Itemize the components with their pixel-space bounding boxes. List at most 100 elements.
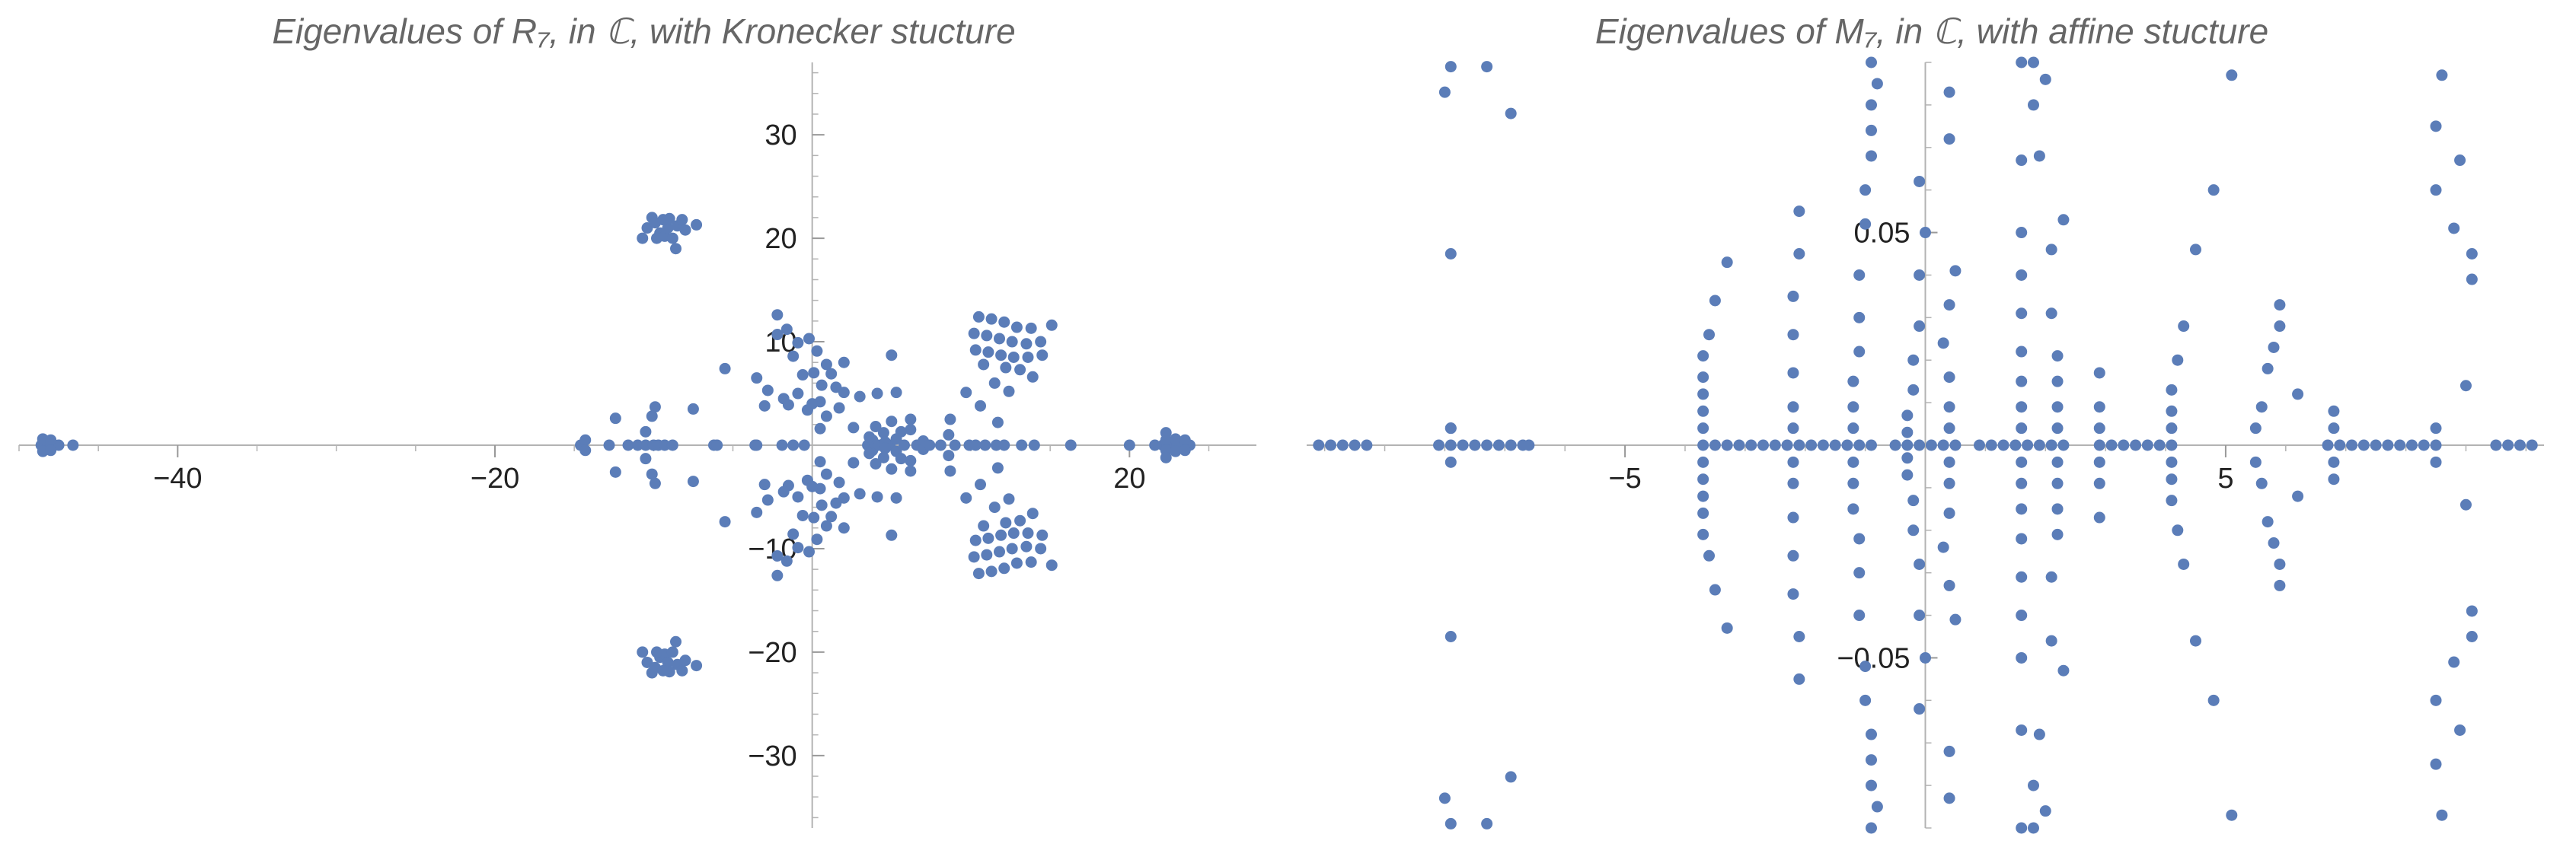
data-point [1914,610,1926,622]
data-point [2051,456,2064,468]
data-point [905,454,917,466]
data-point [2328,422,2340,435]
data-point [1438,86,1451,98]
data-point [2178,320,2190,333]
data-point [2466,273,2478,285]
data-point [1949,613,1962,626]
data-point [847,457,860,469]
data-point [649,477,661,489]
data-point [2430,120,2442,132]
data-point [2292,388,2304,400]
data-point [2057,664,2070,677]
data-point [1787,329,1799,341]
data-point [1949,439,1962,451]
data-point [777,393,790,405]
data-point [943,428,955,441]
data-point [803,333,815,345]
data-point [1943,133,1955,145]
data-point [1697,528,1709,540]
data-point [2033,728,2045,740]
data-point [662,222,674,234]
data-point [1697,388,1709,400]
data-point [2292,490,2304,502]
data-point [877,451,889,463]
data-point [798,439,810,451]
data-point [1943,579,1955,591]
data-point [2051,503,2064,515]
data-point [1006,543,1018,555]
data-point [1020,338,1033,350]
data-point [2166,473,2178,486]
data-point [1006,336,1018,348]
data-point [1781,439,1793,451]
data-point [792,491,804,503]
data-point [1481,439,1493,451]
data-point [45,434,57,446]
data-point [1149,439,1161,451]
data-point [1007,351,1020,363]
data-point [1866,754,1878,766]
x-tick-label: −5 [1608,463,1641,495]
data-point [2334,439,2346,451]
data-point [666,232,678,244]
data-point [579,444,592,457]
data-point [944,465,956,477]
right-chart-panel: Eigenvalues of M₇, in ℂ, with affine stu… [1288,0,2576,847]
data-point [803,546,815,558]
left-chart-panel: Eigenvalues of R₇, in ℂ, with Kronecker … [18,11,1256,828]
data-point [1943,456,1955,468]
data-point [1866,728,1878,740]
data-point [780,323,793,336]
data-point [1920,651,1931,664]
data-point [1709,295,1721,307]
data-point [1997,439,2009,451]
data-point [2430,758,2442,770]
data-point [2526,439,2538,451]
data-point [2268,341,2280,353]
data-point [863,431,876,443]
data-point [2141,439,2153,451]
data-point [2166,495,2178,507]
data-point [1866,779,1878,791]
data-point [943,450,955,462]
right-scatter-plot: −5 5−0.050.05 [1307,56,2544,834]
data-point [811,533,823,546]
data-point [2274,299,2286,311]
data-point [2051,477,2064,489]
data-point [899,439,910,451]
data-point [1020,540,1033,552]
data-point [1920,227,1931,239]
data-point [870,457,882,470]
data-point [2016,822,2028,834]
data-point [1853,610,1866,622]
data-point [2051,528,2064,540]
data-point [776,439,788,451]
data-point [820,520,832,532]
data-point [814,456,826,468]
data-point [670,243,682,255]
data-point [1733,439,1745,451]
data-point [833,402,845,414]
data-point [814,422,826,435]
data-point [646,468,658,480]
data-point [2093,439,2105,451]
data-point [808,367,820,379]
data-point [2093,401,2105,413]
data-point [1361,439,1373,451]
data-point [1943,507,1955,519]
data-point [825,368,838,380]
data-point [991,416,1004,428]
data-point [854,390,866,403]
data-point [1914,703,1926,715]
data-point [998,562,1010,575]
data-point [830,497,842,509]
data-point [687,476,699,488]
data-point [1841,439,1853,451]
data-point [1943,401,1955,413]
data-point [1907,384,1920,396]
data-point [676,214,688,226]
data-point [1170,433,1182,445]
data-point [2466,631,2478,642]
data-point [2016,401,2028,413]
data-point [968,551,980,563]
